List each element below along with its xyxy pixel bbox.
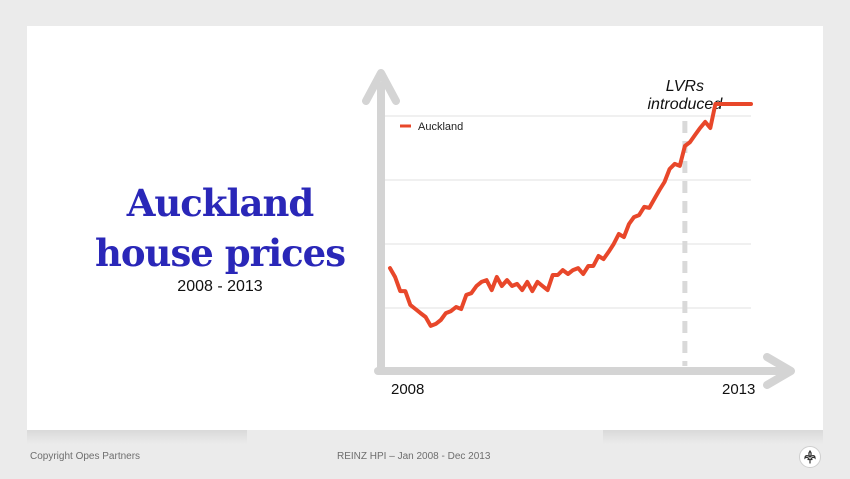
legend: Auckland xyxy=(400,121,463,133)
fleur-de-lis-logo-icon xyxy=(799,446,821,468)
gridlines xyxy=(384,115,751,309)
x-tick-label-end: 2013 xyxy=(722,381,755,398)
lvr-annotation-label: introduced xyxy=(648,96,724,113)
y-axis xyxy=(362,69,400,375)
footer-copyright: Copyright Opes Partners xyxy=(30,451,141,462)
slide-title: Auckland house prices xyxy=(60,178,380,278)
card-shadow xyxy=(603,430,823,444)
slide-subtitle: 2008 - 2013 xyxy=(177,278,263,295)
slide-card xyxy=(27,26,823,430)
footer-source: REINZ HPI – Jan 2008 - Dec 2013 xyxy=(337,451,491,462)
x-tick-label-start: 2008 xyxy=(391,381,424,398)
series-line-auckland xyxy=(388,102,753,328)
lvr-annotation-label: LVRs xyxy=(666,78,704,95)
title-line-2: house prices xyxy=(94,231,346,275)
title-line-1: Auckland xyxy=(126,181,315,225)
legend-label: Auckland xyxy=(418,121,463,133)
x-axis xyxy=(374,353,795,389)
card-shadow xyxy=(27,430,247,444)
